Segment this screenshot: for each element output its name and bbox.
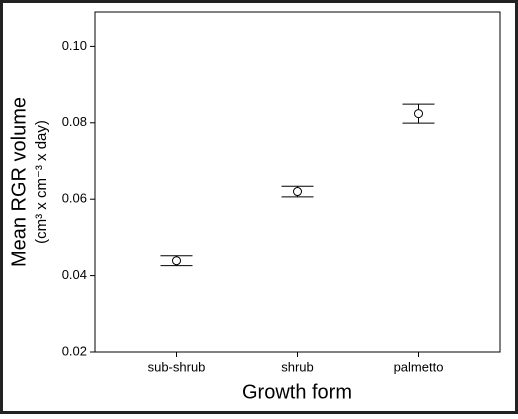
- mean-marker: [414, 109, 423, 119]
- y-tick-label: 0.10: [62, 38, 87, 53]
- mean-marker: [172, 256, 181, 266]
- x-axis-title: Growth form: [242, 381, 352, 403]
- mean-marker: [293, 187, 302, 197]
- x-tick-label: sub-shrub: [148, 359, 206, 374]
- y-tick-label: 0.02: [62, 343, 87, 358]
- x-tick-label: palmetto: [394, 359, 444, 374]
- y-tick-label: 0.04: [62, 267, 87, 282]
- y-axis-title: Mean RGR volume: [8, 97, 30, 267]
- y-tick-label: 0.08: [62, 114, 87, 129]
- y-tick-label: 0.06: [62, 191, 87, 206]
- x-tick-label: shrub: [281, 359, 314, 374]
- y-axis-units: (cm³ x cm⁻³ x day): [33, 120, 50, 244]
